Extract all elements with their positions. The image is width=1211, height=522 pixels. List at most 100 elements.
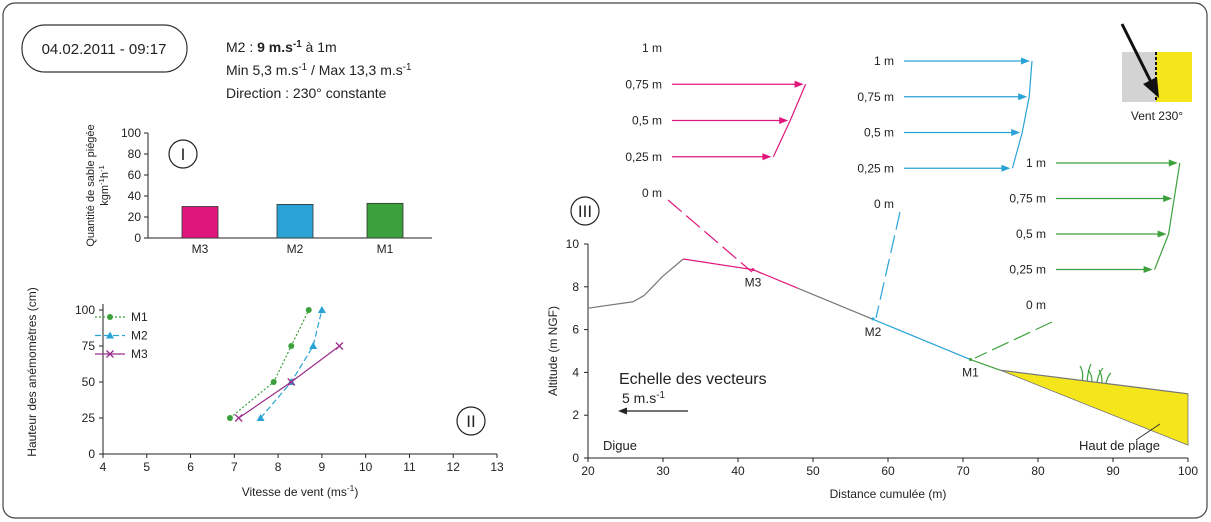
grass	[1079, 363, 1112, 384]
x-tick-label: 8	[275, 460, 282, 474]
legend-label: M2	[131, 329, 148, 343]
beach-label: Haut de plage	[1079, 438, 1160, 453]
vector-head	[1011, 129, 1021, 136]
marker	[287, 378, 296, 386]
dike-label: Digue	[603, 438, 637, 453]
timestamp-box	[21, 24, 188, 73]
vector-head	[1021, 57, 1030, 65]
text-part: -1	[347, 483, 355, 493]
x-axis-label: Vitesse de vent (ms-1)	[242, 483, 359, 499]
vector-head	[618, 407, 627, 415]
y-axis-unit: kgm-1h-1	[97, 165, 112, 206]
connector	[667, 199, 753, 273]
station-label: M1	[962, 366, 979, 380]
profile-line	[587, 258, 684, 309]
profile-line	[797, 287, 874, 320]
text-part: Direction : 230° constante	[226, 85, 387, 101]
wind-arrow	[1120, 23, 1154, 85]
scale-unit: 5 m.s-1	[622, 390, 665, 407]
marker	[309, 342, 318, 349]
station-label: M2	[865, 325, 882, 339]
text-part: 5 m.s	[622, 390, 656, 406]
profile-line	[872, 318, 971, 361]
inset-tick-label: 0 m	[1026, 298, 1046, 312]
inset-profile	[772, 84, 807, 158]
text-part: -1	[97, 165, 106, 172]
text-part: M2 :	[226, 39, 257, 55]
inset-tick-label: 0 m	[874, 197, 894, 211]
text-part: Vitesse de vent (ms	[242, 485, 347, 499]
legend-marker	[106, 350, 114, 358]
text-part: -1	[298, 62, 307, 73]
inset-profile	[1154, 162, 1181, 270]
wind-line: Min 5,3 m.s-1 / Max 13,3 m.s-1	[226, 62, 412, 79]
wind-icon: Vent 230°	[1120, 23, 1192, 123]
vector-head	[794, 80, 804, 88]
profile-line	[970, 358, 1001, 371]
y-tick-label: 10	[566, 237, 580, 251]
station	[969, 358, 972, 362]
inset-tick-label: 0,5 m	[632, 114, 662, 128]
marker	[317, 306, 326, 313]
station-label: M3	[745, 276, 762, 290]
text-part: -1	[293, 39, 302, 50]
y-tick-label: 20	[128, 210, 142, 224]
inset-tick-label: 1 m	[874, 54, 894, 68]
vector-head	[1168, 159, 1178, 167]
panel-label: I	[181, 145, 186, 164]
beach-leader	[1135, 423, 1161, 441]
x-tick-label: M2	[287, 242, 304, 256]
text-part: -1	[403, 62, 412, 73]
marker	[234, 414, 243, 422]
x-tick-label: 90	[1106, 464, 1120, 478]
legend-label: M3	[131, 347, 148, 361]
vector-head	[1143, 266, 1153, 273]
station	[751, 268, 755, 272]
vector-head	[1157, 230, 1167, 238]
inset-tick-label: 0 m	[642, 186, 662, 200]
y-tick-label: 60	[128, 168, 142, 182]
inset-tick-label: 0,75 m	[857, 90, 894, 104]
profile-line	[1000, 369, 1189, 395]
panel-badge	[570, 196, 600, 226]
text-part: à 1m	[302, 39, 337, 55]
x-axis-label: Distance cumulée (m)	[830, 487, 947, 501]
text-part: -1	[656, 390, 665, 401]
y-axis-label: Quantité de sable piégée	[85, 124, 97, 246]
text-part: Min 5,3 m.s	[226, 62, 298, 78]
x-tick-label: 100	[1178, 464, 1198, 478]
y-tick-label: 8	[572, 280, 579, 294]
vector-head	[1001, 164, 1011, 172]
series-line	[229, 309, 310, 419]
x-tick-label: 12	[447, 460, 461, 474]
marker	[288, 343, 295, 349]
x-tick-label: 6	[187, 460, 194, 474]
bar	[366, 202, 404, 239]
x-tick-label: 70	[956, 464, 970, 478]
timestamp: 04.02.2011 - 09:17	[42, 41, 167, 58]
y-tick-label: 75	[82, 339, 96, 353]
inset-tick-label: 1 m	[642, 41, 662, 55]
marker	[226, 415, 233, 421]
bar	[276, 203, 314, 239]
text-part: 9 m.s	[257, 39, 293, 55]
station	[871, 317, 875, 321]
marker	[270, 379, 277, 385]
inset-tick-label: 0,5 m	[864, 126, 894, 140]
connectors	[667, 199, 1053, 359]
y-tick-label: 4	[572, 365, 579, 379]
y-tick-label: 0	[572, 451, 579, 465]
y-tick-label: 80	[128, 147, 142, 161]
inset-tick-label: 0,25 m	[857, 161, 894, 175]
panel-label: II	[466, 412, 475, 431]
wind-line: M2 : 9 m.s-1 à 1m	[226, 39, 337, 56]
text-part: kgm	[99, 185, 111, 206]
x-tick-label: 20	[581, 464, 595, 478]
y-tick-label: 0	[134, 231, 141, 245]
x-tick-label: 50	[806, 464, 820, 478]
x-tick-label: M1	[377, 242, 394, 256]
wind-line: Direction : 230° constante	[226, 85, 387, 101]
x-tick-label: 80	[1031, 464, 1045, 478]
